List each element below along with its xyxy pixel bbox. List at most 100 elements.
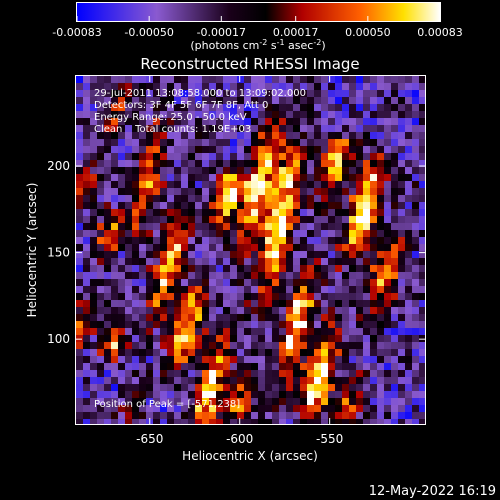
heatmap-cell [286,384,294,392]
heatmap-cell [202,265,210,273]
heatmap-cell [300,272,308,280]
heatmap-cell [118,104,126,112]
heatmap-cell [321,216,329,224]
heatmap-cell [167,230,175,238]
heatmap-cell [104,153,112,161]
heatmap-cell [335,314,343,322]
heatmap-cell [342,90,350,98]
heatmap-cell [321,97,329,105]
heatmap-cell [118,293,126,301]
heatmap-cell [195,223,203,231]
heatmap-cell [356,104,364,112]
heatmap-cell [132,265,140,273]
heatmap-cell [90,118,98,126]
heatmap-cell [272,286,280,294]
heatmap-cell [349,258,357,266]
heatmap-cell [279,300,287,308]
heatmap-cell [223,363,231,371]
heatmap-cell [167,342,175,350]
heatmap-cell [146,412,154,420]
heatmap-cell [258,321,266,329]
heatmap-cell [167,384,175,392]
heatmap-cell [223,286,231,294]
heatmap-cell [160,251,168,259]
heatmap-cell [342,307,350,315]
heatmap-cell [97,307,105,315]
heatmap-cell [167,335,175,343]
heatmap-cell [153,216,161,224]
heatmap-cell [384,146,392,154]
heatmap-cell [398,223,406,231]
heatmap-cell [83,237,91,245]
heatmap-cell [76,363,84,371]
heatmap-cell [293,321,301,329]
heatmap-cell [111,412,119,420]
heatmap-cell [223,342,231,350]
heatmap-cell [398,279,406,287]
heatmap-cell [125,90,133,98]
heatmap-cell [202,188,210,196]
heatmap-cell [384,230,392,238]
heatmap-cell [118,202,126,210]
heatmap-cell [139,244,147,252]
heatmap-cell [251,293,259,301]
heatmap-cell [251,118,259,126]
heatmap-cell [307,181,315,189]
heatmap-cell [328,97,336,105]
heatmap-cell [237,188,245,196]
heatmap-cell [167,146,175,154]
heatmap-cell [321,230,329,238]
heatmap-cell [412,160,420,168]
heatmap-cell [321,363,329,371]
heatmap-cell [118,370,126,378]
heatmap-cell [118,405,126,413]
heatmap-cell [384,118,392,126]
heatmap-cell [405,251,413,259]
heatmap-cell [377,125,385,133]
heatmap-cell [286,139,294,147]
heatmap-cell [181,111,189,119]
heatmap-cell [258,314,266,322]
heatmap-cell [398,412,406,420]
heatmap-cell [314,272,322,280]
heatmap-cell [223,83,231,91]
heatmap-cell [139,412,147,420]
heatmap-cell [146,349,154,357]
heatmap-cell [335,335,343,343]
heatmap-cell [216,419,224,424]
heatmap-cell [328,391,336,399]
heatmap-cell [349,76,357,84]
heatmap-cell [174,132,182,140]
heatmap-cell [265,90,273,98]
heatmap-cell [370,202,378,210]
heatmap-cell [237,377,245,385]
heatmap-cell [132,356,140,364]
heatmap-cell [125,293,133,301]
heatmap-cell [139,356,147,364]
heatmap-cell [356,153,364,161]
heatmap-cell [181,153,189,161]
heatmap-cell [76,314,84,322]
heatmap-cell [230,272,238,280]
heatmap-cell [377,174,385,182]
heatmap-cell [258,139,266,147]
heatmap-cell [377,363,385,371]
heatmap-cell [139,125,147,133]
heatmap-cell [398,83,406,91]
heatmap-cell [244,125,252,133]
heatmap-cell [174,342,182,350]
heatmap-cell [279,181,287,189]
heatmap-cell [279,419,287,424]
footer-timestamp: 12-May-2022 16:19 [369,484,496,499]
heatmap-cell [405,216,413,224]
heatmap-cell [300,265,308,273]
heatmap-cell [132,90,140,98]
heatmap-cell [244,384,252,392]
heatmap-cell [153,111,161,119]
heatmap-cell [118,167,126,175]
heatmap-cell [90,216,98,224]
heatmap-cell [419,181,425,189]
heatmap-cell [349,83,357,91]
heatmap-cell [377,293,385,301]
heatmap-cell [139,132,147,140]
